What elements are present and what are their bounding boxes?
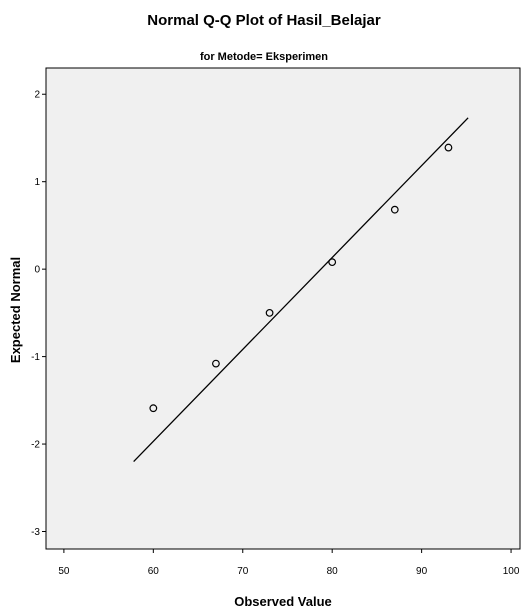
- x-tick-label: 70: [237, 566, 249, 577]
- x-axis: 50 60 70 80 90 100: [58, 549, 520, 577]
- y-tick-label: -3: [31, 527, 40, 538]
- x-tick-label: 100: [503, 566, 520, 577]
- x-tick-label: 80: [327, 566, 339, 577]
- x-tick-label: 50: [58, 566, 70, 577]
- y-tick-label: 2: [34, 90, 40, 101]
- x-tick-label: 60: [148, 566, 160, 577]
- chart-subtitle: for Metode= Eksperimen: [200, 51, 328, 63]
- y-tick-label: 1: [34, 177, 40, 188]
- x-tick-label: 90: [416, 566, 428, 577]
- y-tick-label: -1: [31, 352, 40, 363]
- y-tick-label: -2: [31, 440, 40, 451]
- data-point: [149, 404, 158, 413]
- data-point: [390, 205, 399, 214]
- data-point: [265, 308, 274, 317]
- reference-line-segment: [133, 117, 469, 462]
- y-tick-label: 0: [34, 265, 40, 276]
- data-point: [328, 258, 337, 267]
- y-axis-title: Expected Normal: [8, 257, 23, 363]
- reference-line: [133, 117, 469, 462]
- x-axis-title: Observed Value: [234, 594, 332, 609]
- data-point: [212, 359, 220, 368]
- y-axis: 2 1 0 -1 -2 -3: [31, 90, 46, 538]
- data-points: [149, 143, 453, 413]
- data-point: [444, 143, 453, 152]
- chart-title: Normal Q-Q Plot of Hasil_Belajar: [147, 12, 381, 29]
